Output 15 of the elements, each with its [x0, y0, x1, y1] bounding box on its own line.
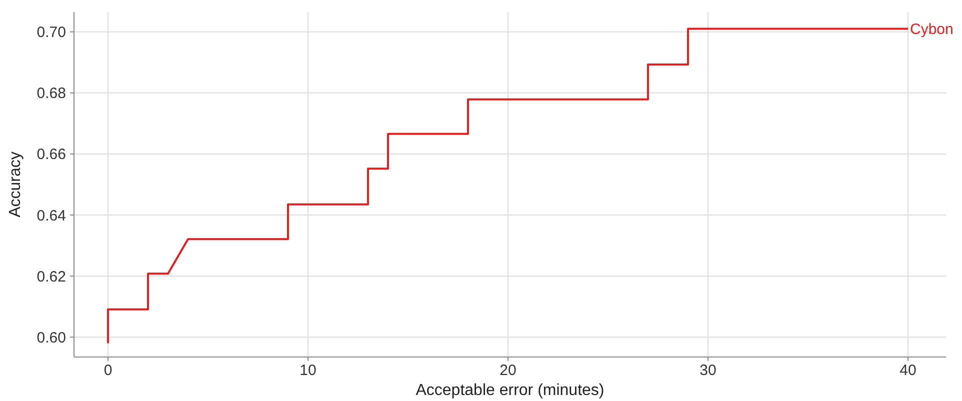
x-tick-label: 30: [700, 362, 716, 379]
y-tick-label: 0.70: [36, 24, 66, 42]
x-tick-label: 40: [900, 362, 916, 379]
x-tick-label: 10: [300, 362, 316, 379]
x-axis-title: Acceptable error (minutes): [416, 382, 604, 399]
y-tick-label: 0.66: [36, 146, 66, 164]
y-axis-title: Accuracy: [7, 152, 24, 218]
line-series: [107, 28, 909, 344]
y-tick-label: 0.60: [36, 329, 66, 346]
series-label: Cybon: [910, 21, 954, 38]
y-tick-label: 0.68: [36, 85, 66, 102]
y-tick-label: 0.62: [36, 268, 66, 286]
y-tick-label: 0.64: [36, 207, 66, 224]
x-tick-label: 20: [500, 362, 516, 379]
x-tick-label: 0: [104, 362, 112, 379]
